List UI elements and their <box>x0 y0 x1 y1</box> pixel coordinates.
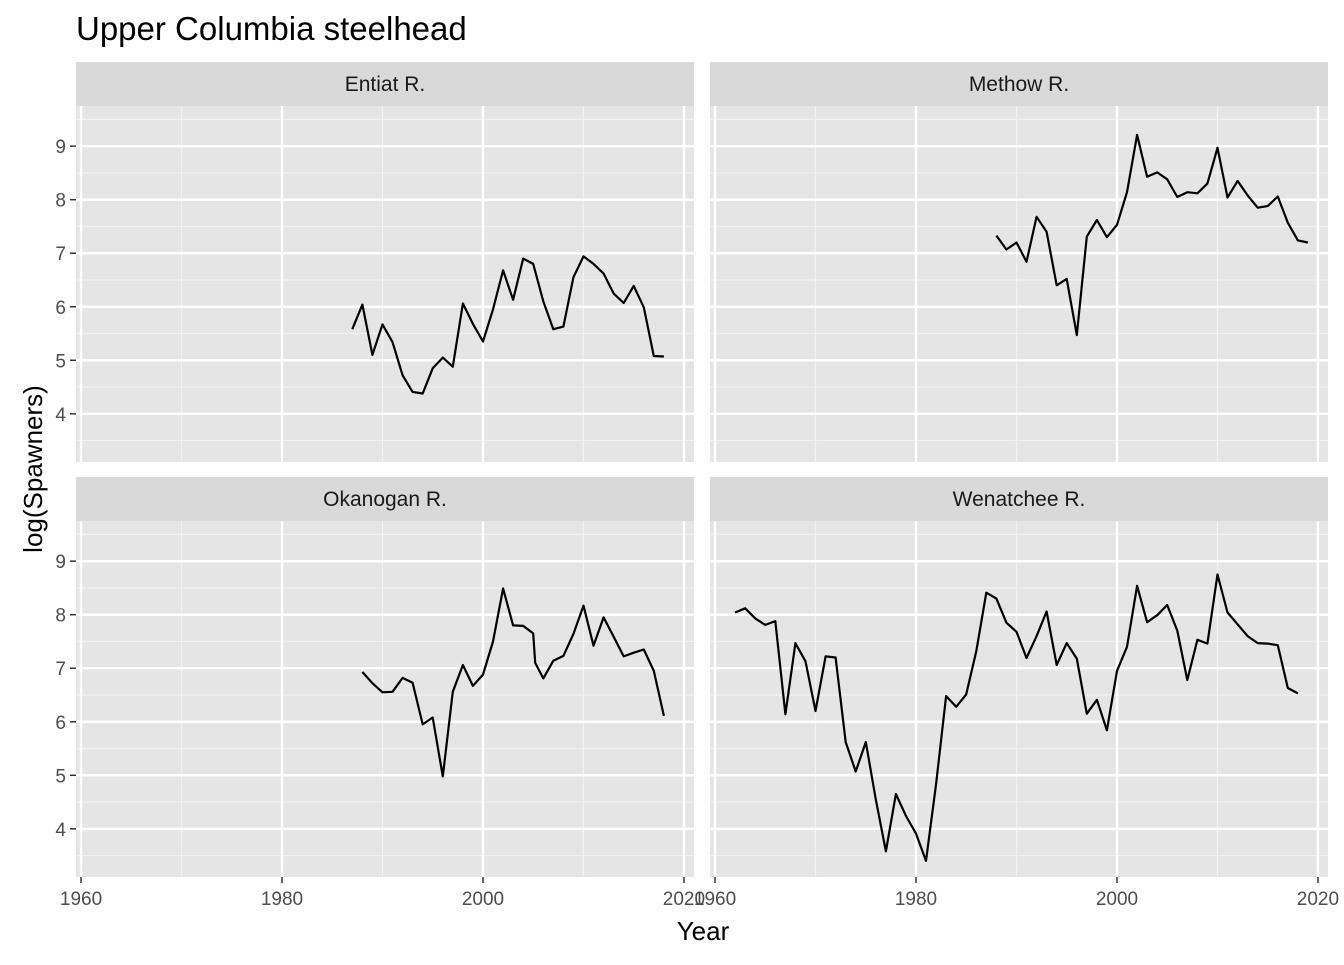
x-tick-label: 1960 <box>60 889 102 910</box>
series-line <box>995 133 1309 337</box>
x-tick-label: 1980 <box>895 889 937 910</box>
facet-label: Entiat R. <box>345 73 426 96</box>
facet-strip <box>76 62 694 106</box>
y-axis-title: log(Spawners) <box>18 385 48 553</box>
facet-panel: Entiat R. 4 5 6 7 8 9 <box>55 62 694 462</box>
y-tick-label: 5 <box>55 351 66 372</box>
panel-background <box>76 106 694 462</box>
facet-strip <box>710 477 1328 521</box>
facet-strip <box>76 477 694 521</box>
x-tick-label: 1960 <box>694 889 736 910</box>
y-tick-label: 4 <box>55 820 66 841</box>
facet-panel: Okanogan R. 4 5 6 7 8 9 1960 1980 2000 2020 <box>55 477 705 910</box>
x-tick-label: 1980 <box>261 889 303 910</box>
y-tick-label: 4 <box>55 405 66 426</box>
series-line <box>734 573 1299 863</box>
series-line <box>351 255 664 395</box>
x-axis-title: Year <box>677 916 730 946</box>
plot-area: Entiat R. 4 5 6 7 8 9 Methow R. Okanogan R. 4 5 6 7 8… <box>55 62 1339 910</box>
facet-panel: Methow R. <box>710 62 1328 462</box>
x-tick-label: 2020 <box>1297 889 1339 910</box>
series-line <box>361 587 665 778</box>
y-tick-label: 9 <box>55 137 66 158</box>
x-tick-label: 2000 <box>462 889 504 910</box>
facet-label: Wenatchee R. <box>953 488 1086 511</box>
facet-label: Methow R. <box>969 73 1069 96</box>
chart-title: Upper Columbia steelhead <box>76 10 467 47</box>
y-tick-label: 8 <box>55 606 66 627</box>
y-tick-label: 9 <box>55 552 66 573</box>
y-tick-label: 6 <box>55 298 66 319</box>
panel-background <box>76 521 694 877</box>
panel-background <box>710 106 1328 462</box>
y-tick-label: 7 <box>55 244 66 265</box>
facet-panel: Wenatchee R. 1960 1980 2000 2020 <box>694 477 1339 910</box>
x-tick-label: 2000 <box>1096 889 1138 910</box>
y-tick-label: 6 <box>55 713 66 734</box>
panel-background <box>710 521 1328 877</box>
x-tick-label: 2020 <box>663 889 705 910</box>
y-tick-label: 8 <box>55 191 66 212</box>
facet-strip <box>710 62 1328 106</box>
y-tick-label: 5 <box>55 766 66 787</box>
facet-label: Okanogan R. <box>323 488 447 511</box>
y-tick-label: 7 <box>55 659 66 680</box>
